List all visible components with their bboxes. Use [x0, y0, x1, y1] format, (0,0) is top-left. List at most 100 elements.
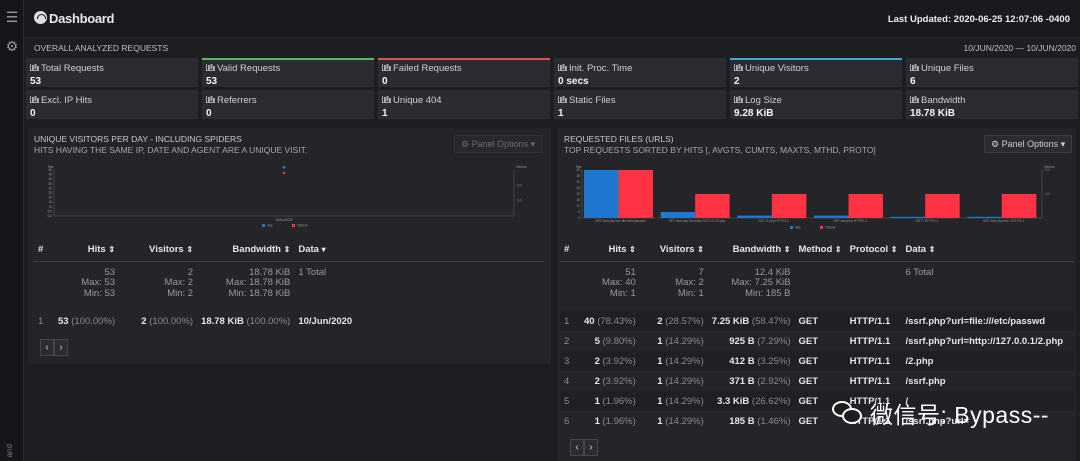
cell-protocol-value: HTTP/1.1 [849, 415, 891, 427]
visitors-panel-title: UNIQUE VISITORS PER DAY - INCLUDING SPID… [34, 134, 242, 144]
col-visitors[interactable]: Visitors ⇕ [119, 239, 197, 261]
visitors-bar [1001, 194, 1037, 218]
hits-point [282, 165, 286, 169]
summary-num [34, 261, 54, 311]
cell-visitors: 2 (100.00%) [119, 311, 197, 331]
stat-label: Failed Requests [382, 63, 546, 74]
row-number: 6 [564, 415, 570, 427]
stat-value: 18.78 KiB [910, 108, 956, 119]
gear-icon[interactable]: ⚙ [5, 38, 19, 54]
cell-data-value: /ssrf.php [905, 375, 946, 387]
y-tick-label: 45 [48, 173, 52, 177]
sort-icon: ⇕ [834, 245, 842, 255]
hits-bar [660, 212, 696, 218]
cell-protocol: HTTP/1.1 [845, 391, 902, 411]
col-method[interactable]: Method ⇕ [794, 239, 845, 261]
requests-panel-subtitle: TOP REQUESTS SORTED BY HITS [, AVGTS, CU… [564, 145, 876, 155]
col-bandwidth[interactable]: Bandwidth ⇕ [197, 239, 294, 261]
y-tick-label: 25 [48, 191, 52, 195]
cell-visitors: 1 (14.29%) [639, 391, 708, 411]
stat-card: Init. Proc. Time 0 secs [554, 58, 726, 87]
col-data[interactable]: Data ▾ [294, 239, 544, 261]
col-hits[interactable]: Hits ⇕ [54, 239, 119, 261]
cell-bandwidth-value: 185 B [729, 415, 755, 427]
bar-chart-icon [734, 64, 742, 71]
bar-chart-icon [558, 96, 566, 103]
col-visitors[interactable]: Visitors ⇕ [640, 239, 708, 261]
cell-visitors-percent: (14.29%) [665, 335, 704, 347]
cell-hits-value: 40 [584, 315, 595, 327]
cell-hits: 1 (1.96%) [580, 411, 640, 431]
cell-protocol-value: HTTP/1.1 [849, 355, 891, 367]
stat-card: Unique Visitors 2 [730, 58, 902, 87]
cell-visitors: 1 (14.29%) [640, 371, 708, 391]
stat-label: Init. Proc. Time [558, 63, 722, 74]
stat-label-text: Unique Files [921, 63, 974, 74]
requests-summary-row: 51 Max: 40 Min: 1 7 Max: 2 Min: 1 12.4 KiB Ma… [560, 261, 1074, 311]
prev-page-button[interactable]: ‹ [40, 339, 54, 356]
prev-page-button[interactable]: ‹ [570, 439, 584, 456]
summary-visitors-min: Min: 1 [677, 287, 704, 299]
x-tick-label: GET /ssrf.php?url=http://127.0.0.1/2.php [669, 219, 726, 223]
y2-tick-label: 1.0 [517, 199, 522, 203]
table-row[interactable]: 1 40 (78.43%) 2 (28.57%) 7.25 KiB (58.47%) G… [560, 311, 1074, 331]
stat-value: 2 [734, 76, 740, 87]
visitors-summary-row: 53 Max: 53 Min: 53 2 Max: 2 Min: 2 18.78 KiB… [34, 261, 544, 311]
visitors-bar [618, 170, 653, 218]
rail-vertical-text: and [5, 443, 14, 457]
visitors-panel-options-button[interactable]: ⚙ Panel Options ▾ [454, 135, 543, 153]
dashboard-title-text: Dashboard [49, 11, 115, 26]
requests-panel: REQUESTED FILES (URLS) TOP REQUESTS SORT… [558, 128, 1076, 461]
visitors-bar [925, 194, 960, 218]
col-hits[interactable]: Hits ⇕ [580, 239, 640, 261]
hamburger-icon[interactable]: ☰ [5, 9, 19, 25]
requests-pager: ‹ › [570, 439, 598, 456]
cell-bandwidth-percent: (1.46%) [757, 415, 791, 427]
summary-protocol [846, 261, 902, 311]
stat-card: Valid Requests 53 [202, 58, 374, 87]
summary-bw-total: 12.4 KiB [754, 266, 791, 278]
bar-chart-icon [30, 64, 38, 71]
hits-bar [967, 216, 1002, 218]
col-hits-label: Hits [608, 244, 627, 256]
hits-bar [737, 215, 772, 218]
cell-bandwidth: 925 B (7.29%) [708, 331, 795, 351]
col-protocol[interactable]: Protocol ⇕ [846, 239, 902, 261]
stat-label-text: Unique Visitors [745, 63, 809, 74]
col-bandwidth-label: Bandwidth [232, 244, 281, 256]
stat-label: Total Requests [30, 63, 194, 74]
legend-label: Visitors [825, 226, 836, 230]
cell-visitors-percent: (14.29%) [665, 355, 704, 367]
overview-title: OVERALL ANALYZED REQUESTS [34, 43, 169, 53]
col-hits-label: Hits [87, 244, 106, 256]
bar-chart-icon [382, 96, 390, 103]
caret-down-icon: ▾ [1060, 139, 1066, 149]
summary-visitors-total: 7 [698, 266, 704, 278]
wechat-watermark: 微信号: Bypass-- [832, 396, 1049, 430]
cell-hits: 53 (100.00%) [54, 311, 119, 331]
cell-bandwidth: 185 B (1.46%) [708, 411, 795, 431]
summary-bandwidth: 18.78 KiB Max: 18.78 KiB Min: 18.78 KiB [197, 261, 294, 311]
next-page-button[interactable]: › [584, 439, 598, 456]
col-data[interactable]: Data ⇕ [901, 239, 1074, 261]
col-bandwidth[interactable]: Bandwidth ⇕ [708, 239, 795, 261]
stat-value: 53 [30, 76, 42, 87]
requests-chart: Hits Visitors 0 5 10 15 20 25 30 35 40 2.0 1.0 GET /s… [576, 165, 1055, 230]
cell-data-value: /ssrf.php?url=http://127.0.0.1/2.php [905, 335, 1064, 347]
next-page-button[interactable]: › [54, 339, 68, 356]
row-number: 2 [564, 335, 570, 347]
cell-method-value: GET [798, 415, 819, 427]
requests-panel-options-button[interactable]: ⚙ Panel Options ▾ [984, 135, 1073, 153]
y2-tick-label: 2.0 [517, 183, 522, 187]
cell-data: / [901, 391, 1074, 411]
stat-card: Unique 404 1 [378, 90, 550, 119]
table-row[interactable]: 1 53 (100.00%) 2 (100.00%) 18.78 KiB (100.0… [34, 311, 544, 331]
cell-protocol-value: HTTP/1.1 [849, 395, 891, 407]
cell-method: GET [794, 311, 846, 331]
col-protocol-label: Protocol [849, 244, 889, 256]
cell-bandwidth-value: 3.3 KiB [717, 395, 750, 407]
